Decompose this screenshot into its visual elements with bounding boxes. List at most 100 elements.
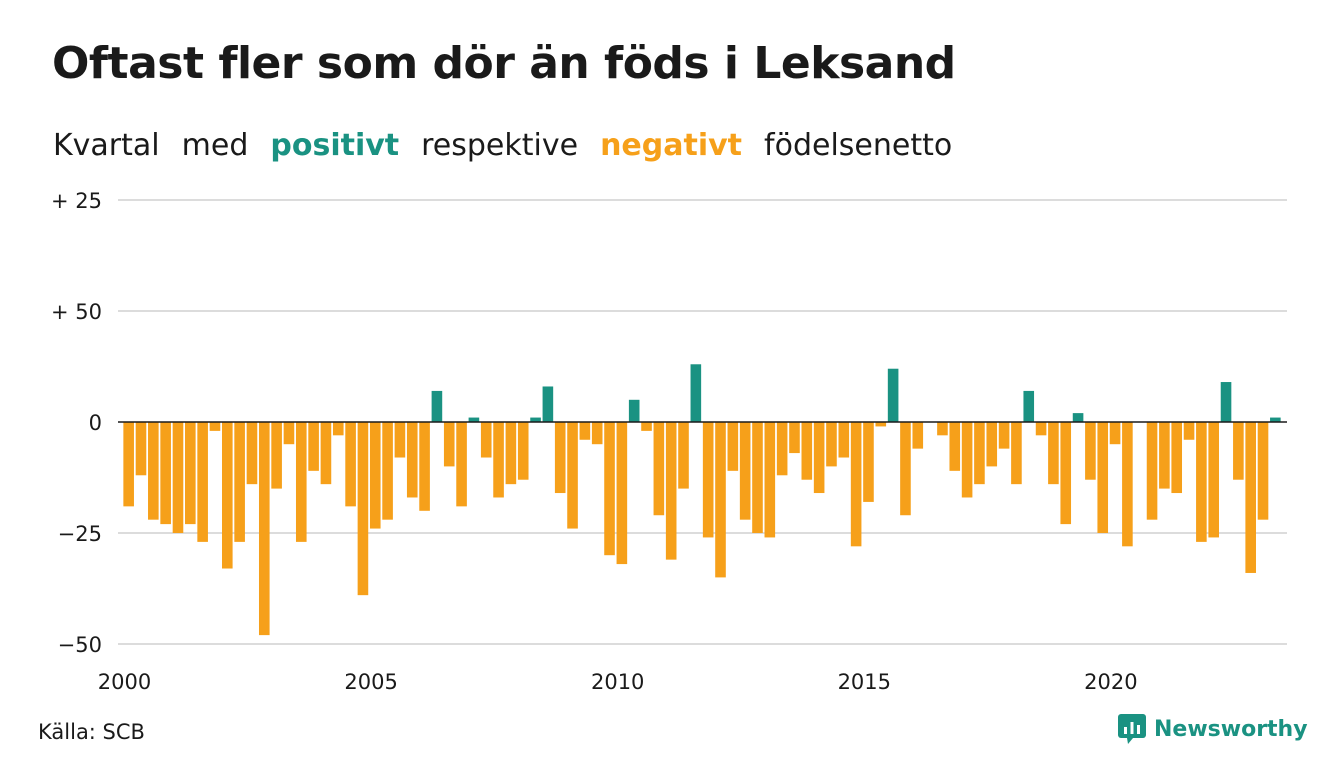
bar-negative — [554, 422, 566, 494]
subtitle-negative-label: negativt — [600, 128, 743, 163]
bar-negative — [813, 422, 825, 494]
bar-negative — [789, 422, 800, 454]
bar-negative — [246, 422, 258, 485]
newsworthy-logo-text: Newsworthy — [1154, 716, 1308, 742]
bar-negative — [148, 422, 159, 520]
bar-negative — [505, 422, 517, 485]
bar-negative — [332, 422, 344, 436]
bar-negative — [1233, 422, 1244, 480]
bar-negative — [1146, 422, 1158, 520]
bar-negative — [135, 422, 147, 476]
bar-negative — [1257, 422, 1269, 520]
bar-positive — [542, 386, 554, 422]
bar-negative — [517, 422, 529, 480]
x-tick-label: 2015 — [838, 670, 891, 694]
chart-title: Oftast fler som dör än föds i Leksand — [52, 38, 956, 89]
bar-negative — [616, 422, 628, 565]
bar-positive — [431, 390, 443, 422]
bar-negative — [234, 422, 245, 542]
bar-negative — [123, 422, 134, 507]
bar-negative — [1208, 422, 1219, 538]
bar-negative — [702, 422, 714, 538]
bar-negative — [271, 422, 282, 489]
source-note: Källa: SCB — [38, 720, 145, 744]
bar-negative — [382, 422, 393, 520]
bar-negative — [727, 422, 739, 471]
bar-negative — [776, 422, 788, 476]
bar-negative — [258, 422, 270, 636]
bar-negative — [986, 422, 998, 467]
bar-positive — [628, 399, 640, 422]
bar-negative — [1011, 422, 1022, 485]
bar-positive — [1023, 390, 1035, 422]
bar-negative — [998, 422, 1010, 449]
y-tick-label: + 25 — [51, 189, 102, 213]
bar-negative — [480, 422, 492, 458]
bar-positive — [1270, 417, 1281, 422]
y-tick-label: −50 — [58, 633, 102, 657]
bar-negative — [949, 422, 961, 471]
x-tick-label: 2000 — [98, 670, 151, 694]
bar-negative — [1171, 422, 1183, 494]
bar-negative — [1097, 422, 1109, 533]
bar-negative — [1183, 422, 1195, 440]
bar-negative — [937, 422, 948, 436]
bar-negative — [715, 422, 726, 578]
bar-negative — [678, 422, 689, 489]
bar-negative — [1060, 422, 1072, 525]
subtitle-word-with: med — [181, 128, 249, 163]
bar-negative — [320, 422, 332, 485]
bar-negative — [1196, 422, 1207, 542]
bar-negative — [567, 422, 578, 529]
bar-negative — [172, 422, 184, 533]
bar-positive — [1220, 382, 1232, 422]
bar-negative — [1048, 422, 1059, 485]
bar-negative — [665, 422, 677, 560]
bar-negative — [456, 422, 467, 507]
bar-negative — [826, 422, 837, 467]
bar-negative — [493, 422, 504, 498]
bar-negative — [345, 422, 356, 507]
bar-positive — [690, 364, 702, 422]
grid-lines — [118, 199, 1287, 645]
newsworthy-logo-icon — [1118, 714, 1146, 744]
subtitle-word-respectively: respektive — [421, 128, 579, 163]
y-axis-labels: −50 −25 0 + 50 + 25 — [51, 189, 102, 657]
bar-negative — [653, 422, 665, 516]
bar-negative — [185, 422, 196, 525]
bar-negative — [739, 422, 751, 520]
bar-negative — [160, 422, 171, 525]
bar-negative — [222, 422, 233, 569]
subtitle-positive-label: positivt — [270, 128, 400, 163]
bar-negative — [197, 422, 208, 542]
bar-negative — [406, 422, 418, 498]
y-tick-label: + 50 — [51, 300, 102, 324]
bar-negative — [604, 422, 615, 556]
bar-negative — [752, 422, 763, 533]
x-tick-label: 2010 — [591, 670, 644, 694]
bar-negative — [579, 422, 591, 440]
bar-negative — [209, 422, 221, 431]
bars — [123, 364, 1281, 636]
bar-negative — [801, 422, 813, 480]
bar-negative — [443, 422, 455, 467]
bar-positive — [887, 368, 899, 422]
bar-negative — [1159, 422, 1170, 489]
bar-positive — [468, 417, 480, 422]
bar-negative — [1035, 422, 1047, 436]
bar-negative — [850, 422, 862, 547]
bar-negative — [838, 422, 850, 458]
newsworthy-logo[interactable]: Newsworthy — [1118, 714, 1308, 744]
bar-negative — [900, 422, 911, 516]
bar-negative — [641, 422, 652, 431]
x-axis-labels: 2000 2005 2010 2015 2020 — [98, 670, 1138, 694]
bar-negative — [308, 422, 319, 471]
subtitle-word-quarter: Kvartal — [53, 128, 160, 163]
bar-negative — [974, 422, 985, 485]
bar-negative — [912, 422, 924, 449]
x-tick-label: 2020 — [1084, 670, 1137, 694]
bar-negative — [961, 422, 973, 498]
bar-negative — [1122, 422, 1133, 547]
chart-subtitle: Kvartal med positivt respektive negativt föde… — [53, 128, 974, 163]
